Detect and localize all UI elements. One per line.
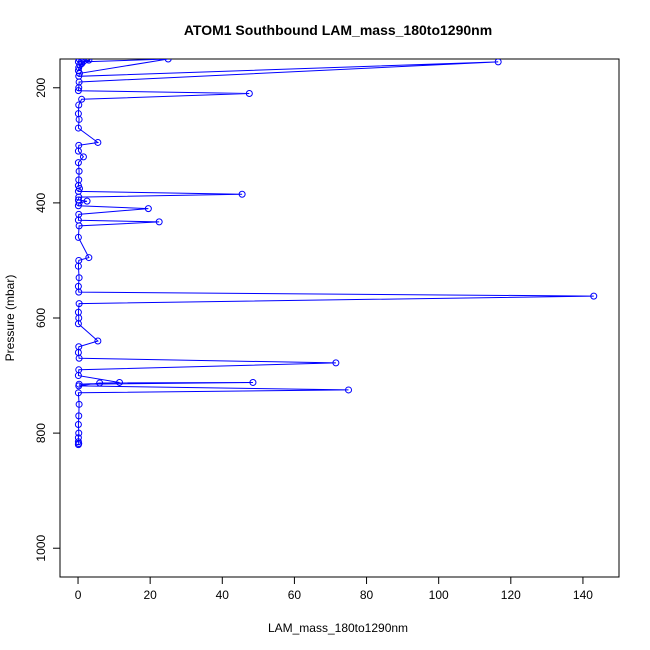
y-tick-label: 800	[34, 423, 48, 443]
data-point	[75, 274, 83, 282]
data-point	[78, 95, 86, 103]
data-point	[75, 199, 83, 207]
data-point	[590, 292, 598, 300]
data-point	[75, 400, 83, 408]
data-point	[74, 233, 82, 241]
x-axis-label: LAM_mass_180to1290nm	[268, 621, 408, 635]
data-point	[74, 420, 82, 428]
data-point	[75, 101, 83, 109]
x-tick-label: 60	[288, 588, 302, 602]
data-point	[75, 222, 83, 230]
data-point	[74, 389, 82, 397]
x-axis: 0 20 40 60 80 100 120 140	[75, 576, 593, 602]
x-tick-label: 120	[501, 588, 521, 602]
data-point	[75, 429, 83, 437]
x-tick-label: 140	[573, 588, 593, 602]
data-point	[116, 378, 124, 386]
data-point	[74, 372, 82, 380]
data-point	[94, 337, 102, 345]
data-point	[85, 254, 93, 262]
y-axis: 200 400 600 800 1000	[34, 77, 61, 562]
data-point	[75, 167, 83, 175]
data-point	[74, 441, 82, 449]
data-point	[238, 190, 246, 198]
data-point	[144, 205, 152, 213]
y-tick-label: 1000	[34, 535, 48, 562]
data-point	[345, 386, 353, 394]
data-point	[74, 202, 82, 210]
x-tick-label: 0	[75, 588, 82, 602]
data-point	[74, 87, 82, 95]
data-point	[494, 59, 502, 66]
x-tick-label: 80	[360, 588, 374, 602]
data-point	[74, 124, 82, 132]
y-tick-label: 200	[34, 77, 48, 97]
data-point	[75, 412, 83, 420]
plot-frame	[59, 58, 620, 578]
data-point	[94, 138, 102, 146]
x-tick-label: 100	[429, 588, 449, 602]
data-point	[74, 262, 82, 270]
data-point	[245, 90, 253, 98]
x-tick-label: 20	[143, 588, 157, 602]
data-point	[75, 84, 83, 92]
data-point	[96, 379, 104, 387]
data-point	[74, 159, 82, 167]
chart-title: ATOM1 Southbound LAM_mass_180to1290nm	[184, 22, 492, 38]
series-line	[77, 59, 594, 445]
data-point	[83, 197, 91, 205]
data-point	[74, 320, 82, 328]
data-point	[79, 153, 87, 161]
data-point	[75, 382, 83, 390]
data-point	[249, 378, 257, 386]
data-point	[75, 354, 83, 362]
data-point	[75, 115, 83, 123]
data-point	[75, 300, 83, 308]
plot-area	[74, 59, 598, 449]
x-tick-label: 40	[216, 588, 230, 602]
data-point	[332, 359, 340, 367]
y-tick-label: 600	[34, 308, 48, 328]
data-point	[85, 59, 93, 64]
data-point	[74, 147, 82, 155]
y-tick-label: 400	[34, 193, 48, 213]
data-point	[83, 59, 91, 63]
data-point	[164, 59, 172, 63]
data-point	[75, 69, 83, 77]
data-point	[75, 288, 83, 296]
y-axis-label: Pressure (mbar)	[3, 275, 17, 362]
data-point	[78, 59, 86, 66]
data-point	[155, 218, 163, 226]
